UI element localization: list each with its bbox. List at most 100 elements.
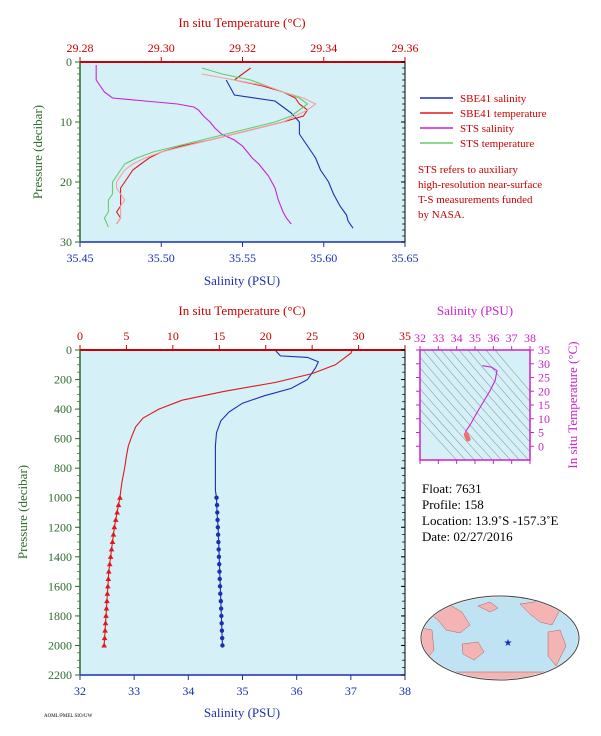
ts-sal-axis-title: Salinity (PSU) (437, 303, 513, 318)
temperature-triangle-marker (115, 502, 122, 508)
bottom-pres-tick-label: 2200 (48, 668, 72, 682)
ts-density-contour (476, 350, 530, 413)
ts-density-contour (449, 350, 530, 443)
salinity-dot-marker (219, 635, 225, 641)
ts-density-contour (420, 388, 484, 460)
temperature-triangle-marker (101, 642, 107, 648)
ts-sal-tick-label: 36 (487, 331, 499, 345)
profile-number: Profile: 158 (422, 497, 484, 512)
top-axes-group: 29.28 29.30 29.32 29.34 29.36 35.45 35.50 35.55… (60, 41, 419, 265)
legend-label-sbe41-temperature: SBE41 temperature (460, 108, 547, 120)
salinity-dot-marker (217, 569, 222, 574)
temperature-triangle-marker (110, 531, 117, 537)
top-temp-tick-label: 29.30 (148, 41, 175, 55)
temperature-triangle-marker (105, 583, 111, 589)
salinity-dot-marker (216, 547, 221, 552)
salinity-dot-marker (214, 495, 219, 500)
ts-sal-tick-label: 37 (506, 331, 518, 345)
salinity-dot-marker (216, 554, 222, 560)
bottom-temp-tick-label: 5 (123, 329, 129, 343)
top-temp-tick-label: 29.36 (392, 41, 419, 55)
ts-temp-tick-label: 25 (538, 371, 550, 385)
bottom-pres-tick-label: 600 (54, 432, 72, 446)
temperature-triangle-marker (111, 524, 118, 530)
ts-sal-tick-label: 32 (414, 331, 426, 345)
ts-density-contour (420, 356, 511, 460)
temperature-triangle-marker (103, 605, 110, 611)
top-plot-area (80, 62, 405, 242)
ts-temp-axis-title: In situ Temperature (°C) (565, 341, 580, 468)
ts-sal-tick-label: 34 (451, 331, 463, 345)
salinity-dot-marker (215, 525, 221, 530)
top-series-sbe41-salinity (225, 79, 354, 229)
top-series-sts-temperature-pink- (116, 73, 317, 225)
bottom-sal-axis-title: Salinity (PSU) (204, 705, 280, 720)
temperature-triangle-marker (105, 568, 112, 574)
bottom-pres-tick-label: 1400 (48, 550, 72, 564)
temperature-triangle-marker (112, 516, 119, 522)
temperature-triangle-marker (101, 635, 108, 641)
ts-density-contour (440, 350, 530, 453)
ts-density-contour (431, 350, 529, 460)
salinity-dot-marker (219, 628, 225, 633)
salinity-dot-marker (215, 532, 221, 537)
salinity-dot-marker (216, 539, 221, 545)
salinity-dot-marker (217, 562, 222, 567)
ts-temp-tick-label: 35 (538, 343, 550, 357)
bottom-temp-tick-label: 15 (213, 329, 225, 343)
ts-sal-tick-label: 35 (469, 331, 481, 345)
bottom-temp-tick-label: 30 (353, 329, 365, 343)
ts-density-contour (420, 398, 475, 460)
salinity-dot-marker (215, 510, 220, 515)
temperature-triangle-marker (104, 590, 111, 596)
legend: SBE41 salinity SBE41 temperature STS sal… (418, 93, 547, 221)
salinity-dot-marker (219, 621, 224, 626)
temperature-triangle-marker (106, 561, 113, 567)
ts-deep-point (465, 436, 471, 442)
temperature-triangle-marker (102, 620, 109, 626)
bottom-sal-tick-label: 37 (345, 684, 357, 698)
salinity-dot-marker (214, 502, 220, 508)
bottom-pres-tick-label: 400 (54, 402, 72, 416)
bottom-axes-group: 0 5 10 15 20 25 30 35 32 33 34 35 36 37 38 0 200 400 600 80… (48, 329, 411, 698)
top-pres-axis-title: Pressure (decibar) (30, 105, 45, 199)
bottom-panel: 0 5 10 15 20 25 30 35 32 33 34 35 36 37 38 0 200 400 600 80… (15, 303, 411, 720)
map-body (422, 597, 578, 679)
top-sal-axis-title: Salinity (PSU) (204, 273, 280, 288)
float-location-star-icon: ★ (504, 638, 513, 649)
map-land-australia (461, 641, 485, 661)
top-pres-tick-label: 0 (66, 55, 72, 69)
top-series-sts-salinity (95, 65, 292, 225)
top-series-group (95, 65, 354, 229)
top-panel: 29.28 29.30 29.32 29.34 29.36 35.45 35.50 35.55… (30, 15, 419, 288)
legend-label-sts-temperature: STS temperature (460, 138, 534, 150)
temperature-triangle-marker (105, 575, 112, 581)
top-sal-tick-label: 35.60 (310, 251, 337, 265)
bottom-temp-tick-label: 35 (399, 329, 411, 343)
temperature-triangle-marker (103, 612, 109, 618)
map-land-arctic (477, 601, 499, 613)
bottom-sal-tick-label: 32 (74, 684, 86, 698)
top-temp-tick-label: 29.32 (229, 41, 256, 55)
salinity-dot-marker (217, 584, 223, 589)
bottom-sal-tick-label: 35 (237, 684, 249, 698)
salinity-dot-marker (215, 517, 220, 523)
top-sal-tick-label: 35.50 (148, 251, 175, 265)
top-temp-tick-label: 29.34 (310, 41, 337, 55)
ts-density-contour (420, 367, 502, 460)
footer-credit: AOML/PMEL SIO/UW (44, 714, 93, 719)
bottom-pres-tick-label: 2000 (48, 638, 72, 652)
bottom-temp-axis-title: In situ Temperature (°C) (178, 303, 305, 318)
profile-date: Date: 02/27/2016 (422, 529, 513, 544)
ts-temp-tick-label: 30 (538, 357, 550, 371)
top-pres-tick-label: 20 (60, 175, 72, 189)
float-id: Float: 7631 (422, 481, 482, 496)
sts-note-line-4: by NASA. (418, 209, 465, 221)
top-temp-tick-label: 29.28 (67, 41, 94, 55)
top-sal-tick-label: 35.45 (67, 251, 94, 265)
bottom-pres-tick-label: 800 (54, 461, 72, 475)
bottom-pres-axis-title: Pressure (decibar) (15, 465, 30, 559)
bottom-temp-tick-label: 25 (306, 329, 318, 343)
bottom-plot-area (80, 350, 405, 675)
